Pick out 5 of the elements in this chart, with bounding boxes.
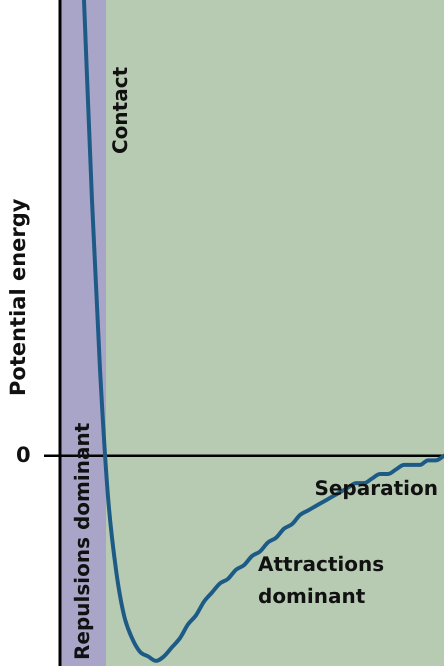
y-axis-title: Potential energy bbox=[6, 198, 30, 396]
ref-line-label: 0 bbox=[16, 442, 31, 467]
annotation: Contact bbox=[108, 66, 132, 154]
annotation: Attractions dominant bbox=[258, 551, 386, 610]
annotation: Repulsions dominant bbox=[70, 422, 94, 660]
